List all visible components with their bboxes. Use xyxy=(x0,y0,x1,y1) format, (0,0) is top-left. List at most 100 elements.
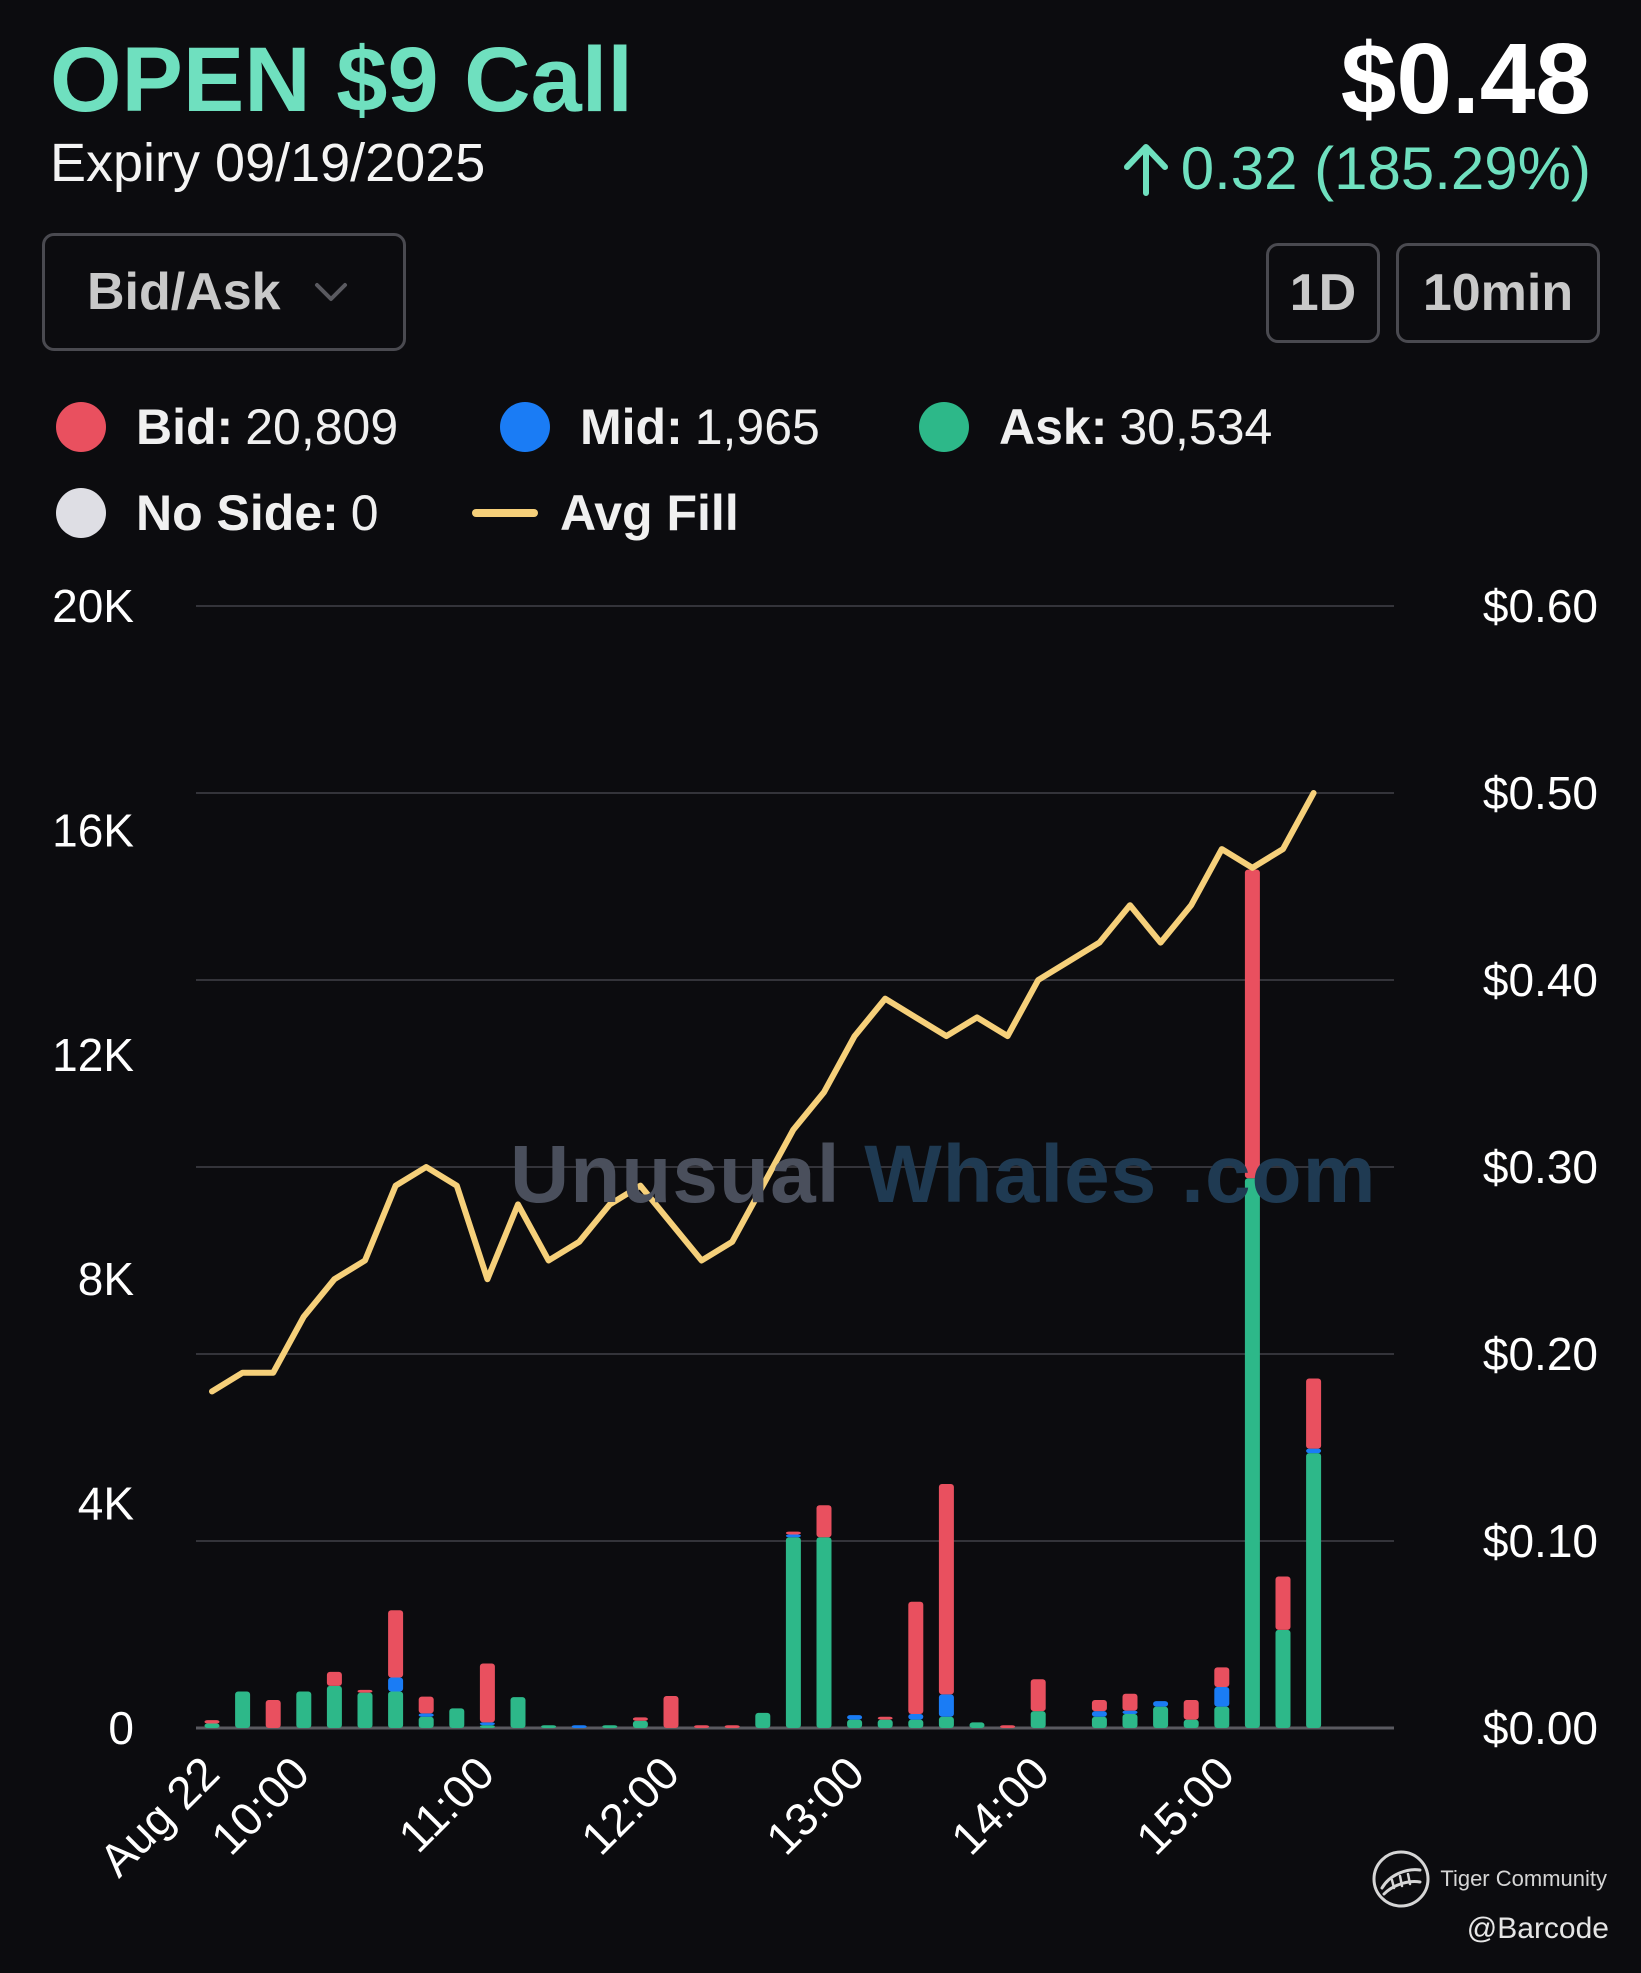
bar-segment-ask xyxy=(357,1692,373,1728)
x-axis-tick-label: 14:00 xyxy=(941,1746,1059,1864)
legend-no-side-value: 0 xyxy=(350,485,379,541)
bar-segment-ask xyxy=(388,1691,404,1728)
arrow-up-icon xyxy=(1123,143,1168,196)
bar-segment-bid xyxy=(1214,1667,1230,1688)
left-axis-tick-label: 8K xyxy=(78,1253,135,1305)
legend-avg-fill-label: Avg Fill xyxy=(560,485,739,541)
bar-segment-bid xyxy=(1306,1378,1322,1449)
bar-segment-ask xyxy=(877,1719,893,1728)
expiry-label: Expiry 09/19/2025 xyxy=(50,133,486,193)
volume-bar xyxy=(204,1720,220,1728)
bar-segment-ask xyxy=(1030,1711,1046,1728)
bar-segment-bid xyxy=(265,1699,281,1728)
avg-fill-series xyxy=(209,790,1317,1395)
left-axis-tick-label: 0 xyxy=(108,1702,134,1754)
x-axis-tick-label: Aug 22 xyxy=(89,1746,229,1886)
bar-segment-bid xyxy=(938,1483,954,1695)
volume-bar xyxy=(694,1725,710,1728)
dropdown-label: Bid/Ask xyxy=(87,263,281,321)
right-axis-tick-label: $0.60 xyxy=(1483,580,1598,632)
bar-segment-bid xyxy=(632,1717,648,1721)
bar-segment-bid xyxy=(785,1531,801,1535)
volume-bar xyxy=(1091,1699,1107,1728)
bar-segment-bid xyxy=(1091,1699,1107,1712)
x-axis-tick-label: 12:00 xyxy=(571,1746,689,1864)
watermark-part-1: Unusual xyxy=(510,1129,841,1220)
bar-segment-ask xyxy=(1153,1706,1169,1728)
left-axis-tick-label: 4K xyxy=(78,1478,135,1530)
bar-segment-ask xyxy=(204,1723,220,1728)
range-1d-button[interactable]: 1D xyxy=(1266,243,1380,343)
bar-segment-bid xyxy=(1000,1725,1016,1728)
bar-segment-bid xyxy=(418,1696,434,1714)
volume-bar xyxy=(265,1699,281,1728)
right-axis-tick-label: $0.30 xyxy=(1483,1141,1598,1193)
volume-bar xyxy=(571,1725,587,1728)
bar-segment-bid xyxy=(326,1671,342,1686)
volume-bar xyxy=(816,1505,832,1728)
bar-segment-bid xyxy=(694,1725,710,1728)
volume-bar xyxy=(724,1725,740,1728)
bar-segment-ask xyxy=(1183,1719,1199,1728)
avg-fill-line xyxy=(209,790,1317,1395)
volume-bar xyxy=(1244,869,1260,1728)
right-axis-tick-label: $0.20 xyxy=(1483,1328,1598,1380)
legend-bid-label: Bid: xyxy=(136,399,234,455)
bar-segment-ask xyxy=(847,1719,863,1728)
left-axis-tick-label: 20K xyxy=(52,580,134,632)
legend-ask: Ask: 30,534 xyxy=(919,398,1272,456)
bar-segment-bid xyxy=(877,1716,893,1720)
right-axis-tick-label: $0.50 xyxy=(1483,767,1598,819)
legend-avg-fill: Avg Fill xyxy=(472,484,751,542)
bar-segment-ask xyxy=(1091,1716,1107,1728)
volume-bar xyxy=(418,1696,434,1728)
bar-segment-ask xyxy=(1244,1178,1260,1728)
bid-ask-dropdown[interactable]: Bid/Ask xyxy=(42,233,406,351)
watermark-part-3: .com xyxy=(1181,1129,1377,1220)
tiger-community-brand: Tiger Community xyxy=(1370,1848,1607,1910)
left-axis-tick-label: 16K xyxy=(52,804,134,856)
volume-bar xyxy=(235,1691,251,1728)
bar-segment-bid xyxy=(204,1720,220,1724)
bar-segment-ask xyxy=(326,1685,342,1728)
bar-segment-ask xyxy=(969,1722,985,1728)
bar-segment-ask xyxy=(632,1720,648,1728)
bar-segment-ask xyxy=(541,1725,557,1728)
volume-bar xyxy=(785,1531,801,1728)
no-side-dot-icon xyxy=(56,488,106,538)
legend-mid-label: Mid: xyxy=(580,399,683,455)
bid-dot-icon xyxy=(56,402,106,452)
bar-segment-bid xyxy=(479,1663,495,1723)
legend-mid-value: 1,965 xyxy=(694,399,820,455)
mid-dot-icon xyxy=(500,402,550,452)
bar-segment-bid xyxy=(724,1725,740,1728)
bar-segment-mid xyxy=(785,1534,801,1538)
bar-segment-bid xyxy=(388,1610,404,1678)
bar-segment-ask xyxy=(908,1719,924,1728)
bar-segment-mid xyxy=(418,1713,434,1717)
x-axis-tick-label: 11:00 xyxy=(388,1746,504,1862)
bar-segment-bid xyxy=(1122,1693,1138,1711)
volume-bar xyxy=(663,1696,679,1728)
volume-bar xyxy=(479,1663,495,1728)
ask-dot-icon xyxy=(919,402,969,452)
bar-segment-mid xyxy=(571,1725,587,1728)
bar-segment-bid xyxy=(663,1696,679,1728)
right-axis: $0.00 $0.10 $0.20 $0.30 $0.40 $0.50 $0.60 xyxy=(1483,580,1598,1754)
bar-segment-mid xyxy=(1091,1711,1107,1717)
bar-segment-ask xyxy=(479,1725,495,1728)
volume-bar xyxy=(541,1725,557,1728)
x-axis-tick-label: 10:00 xyxy=(201,1746,319,1864)
bar-segment-mid xyxy=(1214,1687,1230,1707)
volume-bar xyxy=(357,1689,373,1728)
bar-segment-mid xyxy=(908,1713,924,1720)
last-price: $0.48 xyxy=(1340,23,1591,135)
volume-bar xyxy=(326,1671,342,1728)
bar-segment-ask xyxy=(1214,1706,1230,1728)
interval-10min-button[interactable]: 10min xyxy=(1396,243,1600,343)
volume-bar xyxy=(1000,1725,1016,1728)
legend-ask-label: Ask: xyxy=(999,399,1108,455)
tiger-logo-icon xyxy=(1372,1850,1430,1908)
